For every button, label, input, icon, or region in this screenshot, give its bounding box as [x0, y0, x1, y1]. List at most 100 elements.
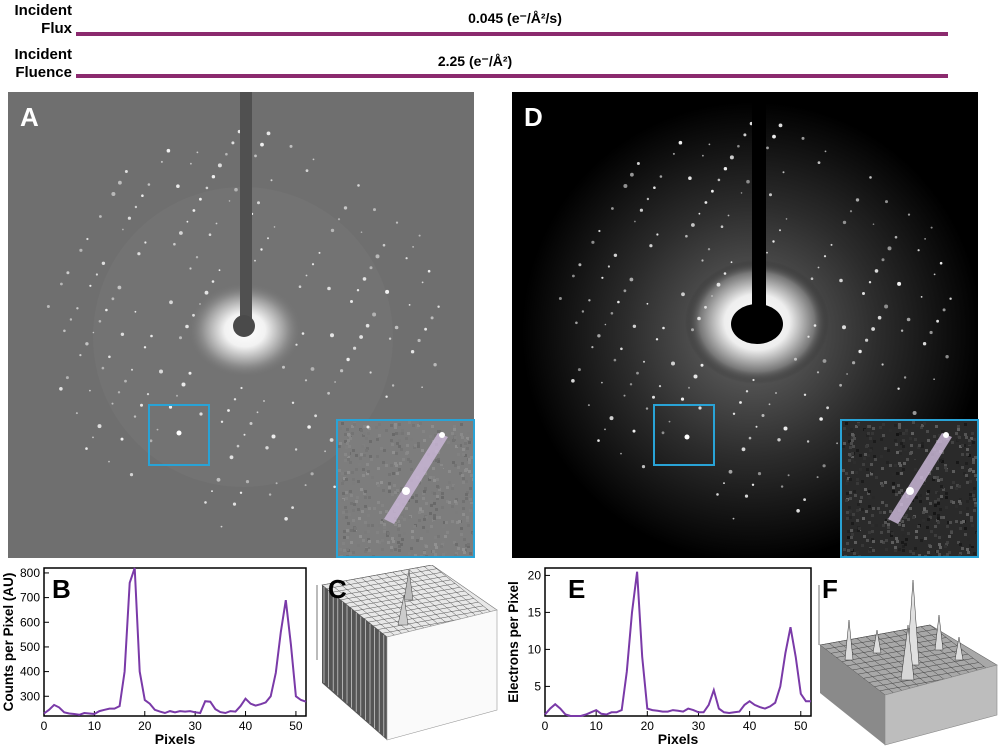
noise-pixel — [898, 423, 901, 426]
noise-pixel — [890, 534, 893, 537]
diffraction-spot — [862, 292, 865, 295]
diffraction-spot — [149, 439, 153, 443]
diffraction-spot — [233, 398, 237, 401]
diffraction-spot — [120, 332, 125, 336]
diffraction-spot — [418, 234, 421, 237]
noise-pixel — [466, 447, 469, 450]
noise-pixel — [356, 496, 359, 499]
noise-pixel — [872, 427, 875, 430]
diffraction-spot — [188, 371, 192, 375]
noise-pixel — [430, 500, 433, 503]
diffraction-spot — [266, 131, 271, 136]
diffraction-spot — [192, 209, 196, 212]
noise-pixel — [410, 547, 413, 550]
noise-pixel — [901, 528, 904, 531]
noise-pixel — [347, 439, 350, 442]
noise-pixel — [411, 496, 414, 499]
mesh-line — [408, 569, 474, 622]
noise-pixel — [972, 494, 975, 497]
noise-pixel — [856, 482, 859, 485]
mesh-line — [384, 573, 451, 626]
noise-pixel — [362, 468, 365, 471]
noise-pixel — [957, 428, 960, 431]
noise-pixel — [927, 490, 930, 493]
noise-pixel — [406, 444, 409, 447]
noise-pixel — [853, 461, 856, 464]
diffraction-spot — [575, 321, 578, 325]
noise-pixel — [419, 422, 422, 425]
noise-pixel — [943, 555, 946, 558]
noise-pixel — [453, 428, 456, 431]
noise-pixel — [464, 439, 467, 442]
noise-pixel — [935, 425, 938, 428]
noise-pixel — [856, 551, 859, 554]
noise-pixel — [887, 530, 890, 533]
noise-pixel — [846, 511, 849, 514]
line-plot-b: 0 10 20 30 40 50 300 400 500 600 700 800 Pixels Count… — [1, 566, 307, 747]
noise-pixel — [880, 540, 883, 543]
noise-pixel — [872, 496, 875, 499]
noise-pixel — [957, 541, 960, 544]
diffraction-spot — [741, 447, 746, 452]
noise-pixel — [376, 455, 379, 458]
diffraction-spot — [245, 480, 250, 484]
noise-pixel — [462, 477, 465, 480]
diffraction-spot — [156, 428, 159, 431]
noise-pixel — [394, 548, 397, 551]
noise-pixel — [853, 490, 856, 493]
noise-pixel — [347, 436, 350, 439]
noise-pixel — [851, 433, 854, 436]
diffraction-spot — [343, 206, 348, 210]
diffraction-spot — [131, 368, 133, 371]
diffraction-spot — [858, 349, 862, 354]
diffraction-spot — [782, 171, 785, 174]
noise-pixel — [915, 530, 918, 533]
noise-pixel — [947, 521, 950, 524]
noise-pixel — [848, 453, 851, 456]
diffraction-spot — [395, 221, 399, 224]
noise-pixel — [871, 547, 874, 550]
diffraction-spot — [816, 476, 819, 479]
noise-pixel — [464, 469, 467, 472]
noise-pixel — [342, 511, 345, 514]
noise-pixel — [401, 429, 404, 432]
noise-pixel — [904, 448, 907, 451]
diffraction-spot — [311, 263, 315, 266]
noise-pixel — [429, 476, 432, 479]
noise-pixel — [344, 433, 347, 436]
noise-pixel — [386, 534, 389, 537]
noise-pixel — [395, 450, 398, 453]
noise-pixel — [368, 549, 371, 552]
noise-pixel — [428, 478, 431, 481]
noise-pixel — [343, 530, 346, 533]
noise-pixel — [462, 453, 465, 456]
noise-pixel — [422, 526, 425, 529]
noise-pixel — [457, 466, 460, 469]
noise-pixel — [853, 552, 856, 555]
noise-pixel — [938, 553, 941, 556]
noise-pixel — [422, 492, 425, 495]
noise-pixel — [381, 548, 384, 551]
noise-pixel — [451, 520, 454, 523]
diffraction-spot — [903, 376, 907, 379]
noise-pixel — [961, 453, 964, 456]
noise-pixel — [439, 555, 442, 558]
diffraction-spot — [127, 216, 131, 220]
diffraction-spot — [558, 297, 562, 300]
noise-pixel — [388, 486, 391, 489]
noise-pixel — [380, 521, 383, 524]
noise-pixel — [365, 437, 368, 440]
noise-pixel — [349, 490, 352, 493]
noise-pixel — [377, 467, 380, 470]
noise-pixel — [881, 501, 884, 504]
diffraction-spot — [196, 151, 199, 154]
noise-pixel — [861, 508, 864, 511]
noise-pixel — [455, 445, 458, 448]
noise-pixel — [378, 434, 381, 437]
noise-pixel — [967, 551, 970, 554]
mesh-line — [874, 666, 985, 687]
noise-pixel — [946, 525, 949, 528]
diffraction-spot — [421, 386, 423, 389]
noise-pixel — [375, 511, 378, 514]
noise-pixel — [344, 472, 347, 475]
